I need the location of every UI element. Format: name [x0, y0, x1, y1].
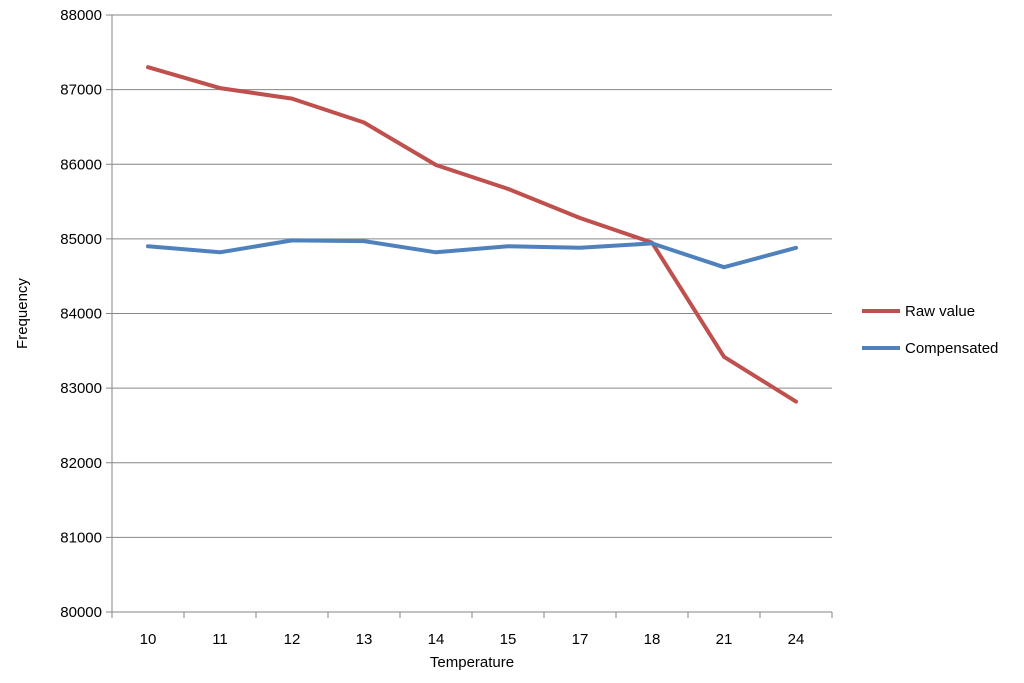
x-tick-label: 17 [572, 631, 589, 648]
x-tick-label: 12 [284, 631, 301, 648]
series-line-compensated [146, 238, 798, 270]
x-tick-label: 15 [500, 631, 517, 648]
y-axis-title: Frequency [14, 278, 31, 349]
gridlines [112, 14, 832, 538]
x-tick-label: 11 [212, 631, 228, 648]
y-tick-label: 87000 [60, 82, 102, 99]
y-tick-label: 81000 [60, 529, 102, 546]
x-tick-label: 24 [788, 631, 805, 648]
axes: 80000 81000 82000 83000 84000 85000 86000 87000… [60, 7, 833, 648]
y-tick-label: 80000 [60, 604, 102, 621]
x-tick-label: 21 [716, 631, 733, 648]
series-lines [146, 65, 798, 404]
series-line-raw-value [146, 65, 798, 404]
x-tick-label: 14 [428, 631, 445, 648]
y-tick-label: 84000 [60, 306, 102, 323]
y-tick-label: 88000 [60, 7, 102, 24]
legend-label: Compensated [905, 340, 998, 357]
legend: Raw value Compensated [862, 303, 998, 357]
y-tick-label: 86000 [60, 156, 102, 173]
x-axis-title: Temperature [430, 654, 514, 671]
legend-label: Raw value [905, 303, 975, 320]
y-tick-label: 83000 [60, 380, 102, 397]
x-tick-label: 18 [644, 631, 661, 648]
y-tick-label: 82000 [60, 455, 102, 472]
x-tick-label: 13 [356, 631, 373, 648]
y-tick-label: 85000 [60, 231, 102, 248]
x-tick-label: 10 [140, 631, 157, 648]
